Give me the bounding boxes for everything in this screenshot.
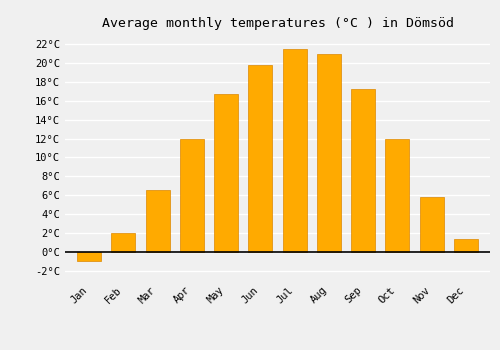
Bar (351, 89, 375, 252)
Bar (420, 197, 444, 252)
Bar (248, 65, 272, 252)
Bar (180, 139, 204, 252)
Bar (146, 190, 170, 252)
Title: Average monthly temperatures (°C ) in Dömsöd: Average monthly temperatures (°C ) in Dö… (102, 17, 454, 30)
Bar (214, 94, 238, 252)
Bar (317, 54, 341, 252)
Bar (282, 49, 306, 252)
Bar (454, 239, 478, 252)
Bar (386, 139, 409, 252)
Bar (112, 233, 136, 252)
Bar (77, 252, 101, 261)
